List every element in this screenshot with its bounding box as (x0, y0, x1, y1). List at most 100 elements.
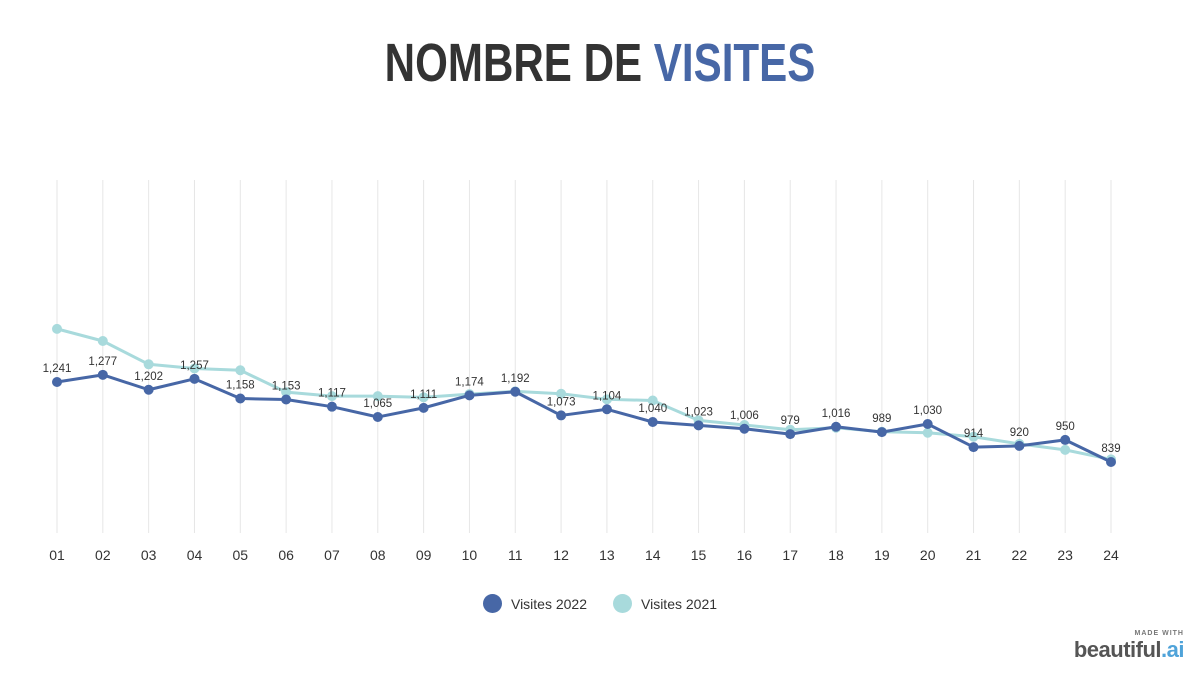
data-label-18: 1,016 (822, 408, 851, 420)
x-tick-label-03: 03 (141, 547, 157, 563)
data-label-11: 1,192 (501, 373, 530, 385)
data-label-19: 989 (872, 413, 891, 425)
x-tick-label-07: 07 (324, 547, 340, 563)
x-tick-label-15: 15 (691, 547, 707, 563)
data-point-visites-2022-22 (1014, 440, 1025, 451)
data-point-visites-2021-06 (281, 387, 292, 398)
x-tick-label-16: 16 (737, 547, 753, 563)
series-line-visites-2021 (56, 327, 1112, 461)
data-label-20: 1,030 (913, 405, 942, 417)
data-point-visites-2021-20 (922, 427, 933, 438)
data-point-visites-2021-04 (189, 363, 200, 374)
x-tick-label-20: 20 (920, 547, 936, 563)
x-tick-label-21: 21 (966, 547, 982, 563)
series-group (52, 323, 1116, 467)
data-label-04: 1,257 (180, 360, 209, 372)
title-accent: VISITES (653, 33, 816, 93)
x-axis: 01 02 03 04 05 06 07 08 09 10 11 12 13 14 15 16 17 18 19 20… (49, 547, 1119, 563)
brand-name: beautiful.ai (1073, 637, 1185, 663)
data-point-visites-2022-15 (693, 420, 704, 431)
data-point-visites-2022-19 (876, 427, 887, 438)
data-point-visites-2021-05 (235, 365, 246, 376)
data-point-visites-2022-01 (52, 377, 62, 387)
legend-swatch-2021 (613, 594, 632, 613)
grid-lines (56, 180, 1112, 533)
data-label-12: 1,073 (547, 396, 576, 408)
data-label-24: 839 (1101, 443, 1120, 455)
data-point-visites-2022-03 (143, 384, 154, 395)
x-tick-label-14: 14 (645, 547, 661, 563)
chart-title: NOMBRE DE VISITES (132, 32, 1068, 94)
data-point-visites-2021-03 (143, 359, 154, 370)
data-label-07: 1,117 (318, 388, 346, 400)
x-tick-label-08: 08 (370, 547, 386, 563)
data-point-visites-2022-11 (510, 386, 521, 397)
x-tick-label-01: 01 (49, 547, 65, 563)
data-point-visites-2021-07 (326, 391, 337, 402)
data-label-13: 1,104 (593, 390, 622, 402)
data-point-visites-2022-06 (281, 394, 292, 405)
data-point-visites-2021-12 (556, 388, 567, 399)
data-label-16: 1,006 (730, 410, 759, 422)
x-tick-label-22: 22 (1012, 547, 1028, 563)
data-label-01: 1,241 (43, 363, 72, 375)
x-tick-label-02: 02 (95, 547, 111, 563)
data-label-23: 950 (1056, 421, 1075, 433)
x-tick-label-23: 23 (1057, 547, 1073, 563)
x-tick-label-13: 13 (599, 547, 615, 563)
data-label-10: 1,174 (455, 376, 484, 388)
x-tick-label-10: 10 (462, 547, 478, 563)
data-point-visites-2022-12 (556, 410, 567, 421)
data-label-08: 1,065 (363, 398, 392, 410)
data-label-21: 914 (964, 428, 984, 440)
data-point-visites-2022-05 (235, 393, 246, 404)
data-point-visites-2022-14 (647, 416, 658, 427)
data-point-visites-2021-14 (647, 395, 658, 406)
data-point-visites-2022-10 (464, 390, 475, 401)
legend-swatch-2022 (482, 594, 502, 613)
x-tick-label-18: 18 (828, 547, 844, 563)
data-label-03: 1,202 (134, 371, 163, 383)
x-tick-label-04: 04 (187, 547, 203, 563)
data-point-visites-2022-07 (326, 401, 337, 412)
title-main: NOMBRE DE (384, 33, 643, 93)
brand-name-text: beautiful (1073, 637, 1162, 662)
data-point-visites-2022-13 (601, 404, 612, 415)
data-point-visites-2022-16 (739, 423, 750, 434)
data-labels: 1,241 1,277 1,202 1,257 1,158 1,153 1,117 1,065… (43, 356, 1121, 455)
x-tick-label-06: 06 (278, 547, 294, 563)
brand-logo[interactable]: MADE WITH beautiful.ai (1073, 630, 1185, 663)
data-label-14: 1,040 (638, 403, 667, 415)
data-label-05: 1,158 (226, 380, 255, 392)
legend-label-2022: Visites 2022 (510, 595, 587, 612)
data-label-15: 1,023 (684, 406, 713, 418)
data-label-02: 1,277 (88, 356, 117, 368)
x-tick-label-24: 24 (1103, 547, 1119, 563)
data-point-visites-2022-24 (1106, 456, 1116, 467)
made-with-label: MADE WITH (1134, 630, 1184, 637)
data-point-visites-2022-18 (831, 421, 842, 432)
brand-suffix: .ai (1161, 637, 1184, 662)
data-point-visites-2022-04 (189, 373, 200, 384)
data-point-visites-2022-21 (968, 442, 979, 453)
data-point-visites-2022-20 (922, 418, 933, 429)
data-point-visites-2021-13 (601, 394, 612, 405)
x-tick-label-09: 09 (416, 547, 432, 563)
data-point-visites-2021-01 (52, 323, 62, 334)
x-tick-label-11: 11 (508, 547, 523, 563)
data-point-visites-2021-02 (97, 336, 108, 347)
x-tick-label-17: 17 (782, 547, 798, 563)
x-tick-label-12: 12 (553, 547, 569, 563)
series-line-visites-2022 (56, 373, 1112, 464)
data-point-visites-2022-09 (418, 402, 429, 413)
x-tick-label-05: 05 (233, 547, 249, 563)
data-label-06: 1,153 (272, 381, 301, 393)
legend-item-2021[interactable]: Visites 2021 (613, 594, 717, 613)
data-point-visites-2022-17 (785, 429, 796, 440)
x-tick-label-19: 19 (874, 547, 890, 563)
data-point-visites-2021-08 (372, 391, 383, 402)
data-point-visites-2021-23 (1060, 444, 1071, 455)
data-label-22: 920 (1010, 427, 1029, 439)
legend-item-2022[interactable]: Visites 2022 (482, 594, 587, 613)
